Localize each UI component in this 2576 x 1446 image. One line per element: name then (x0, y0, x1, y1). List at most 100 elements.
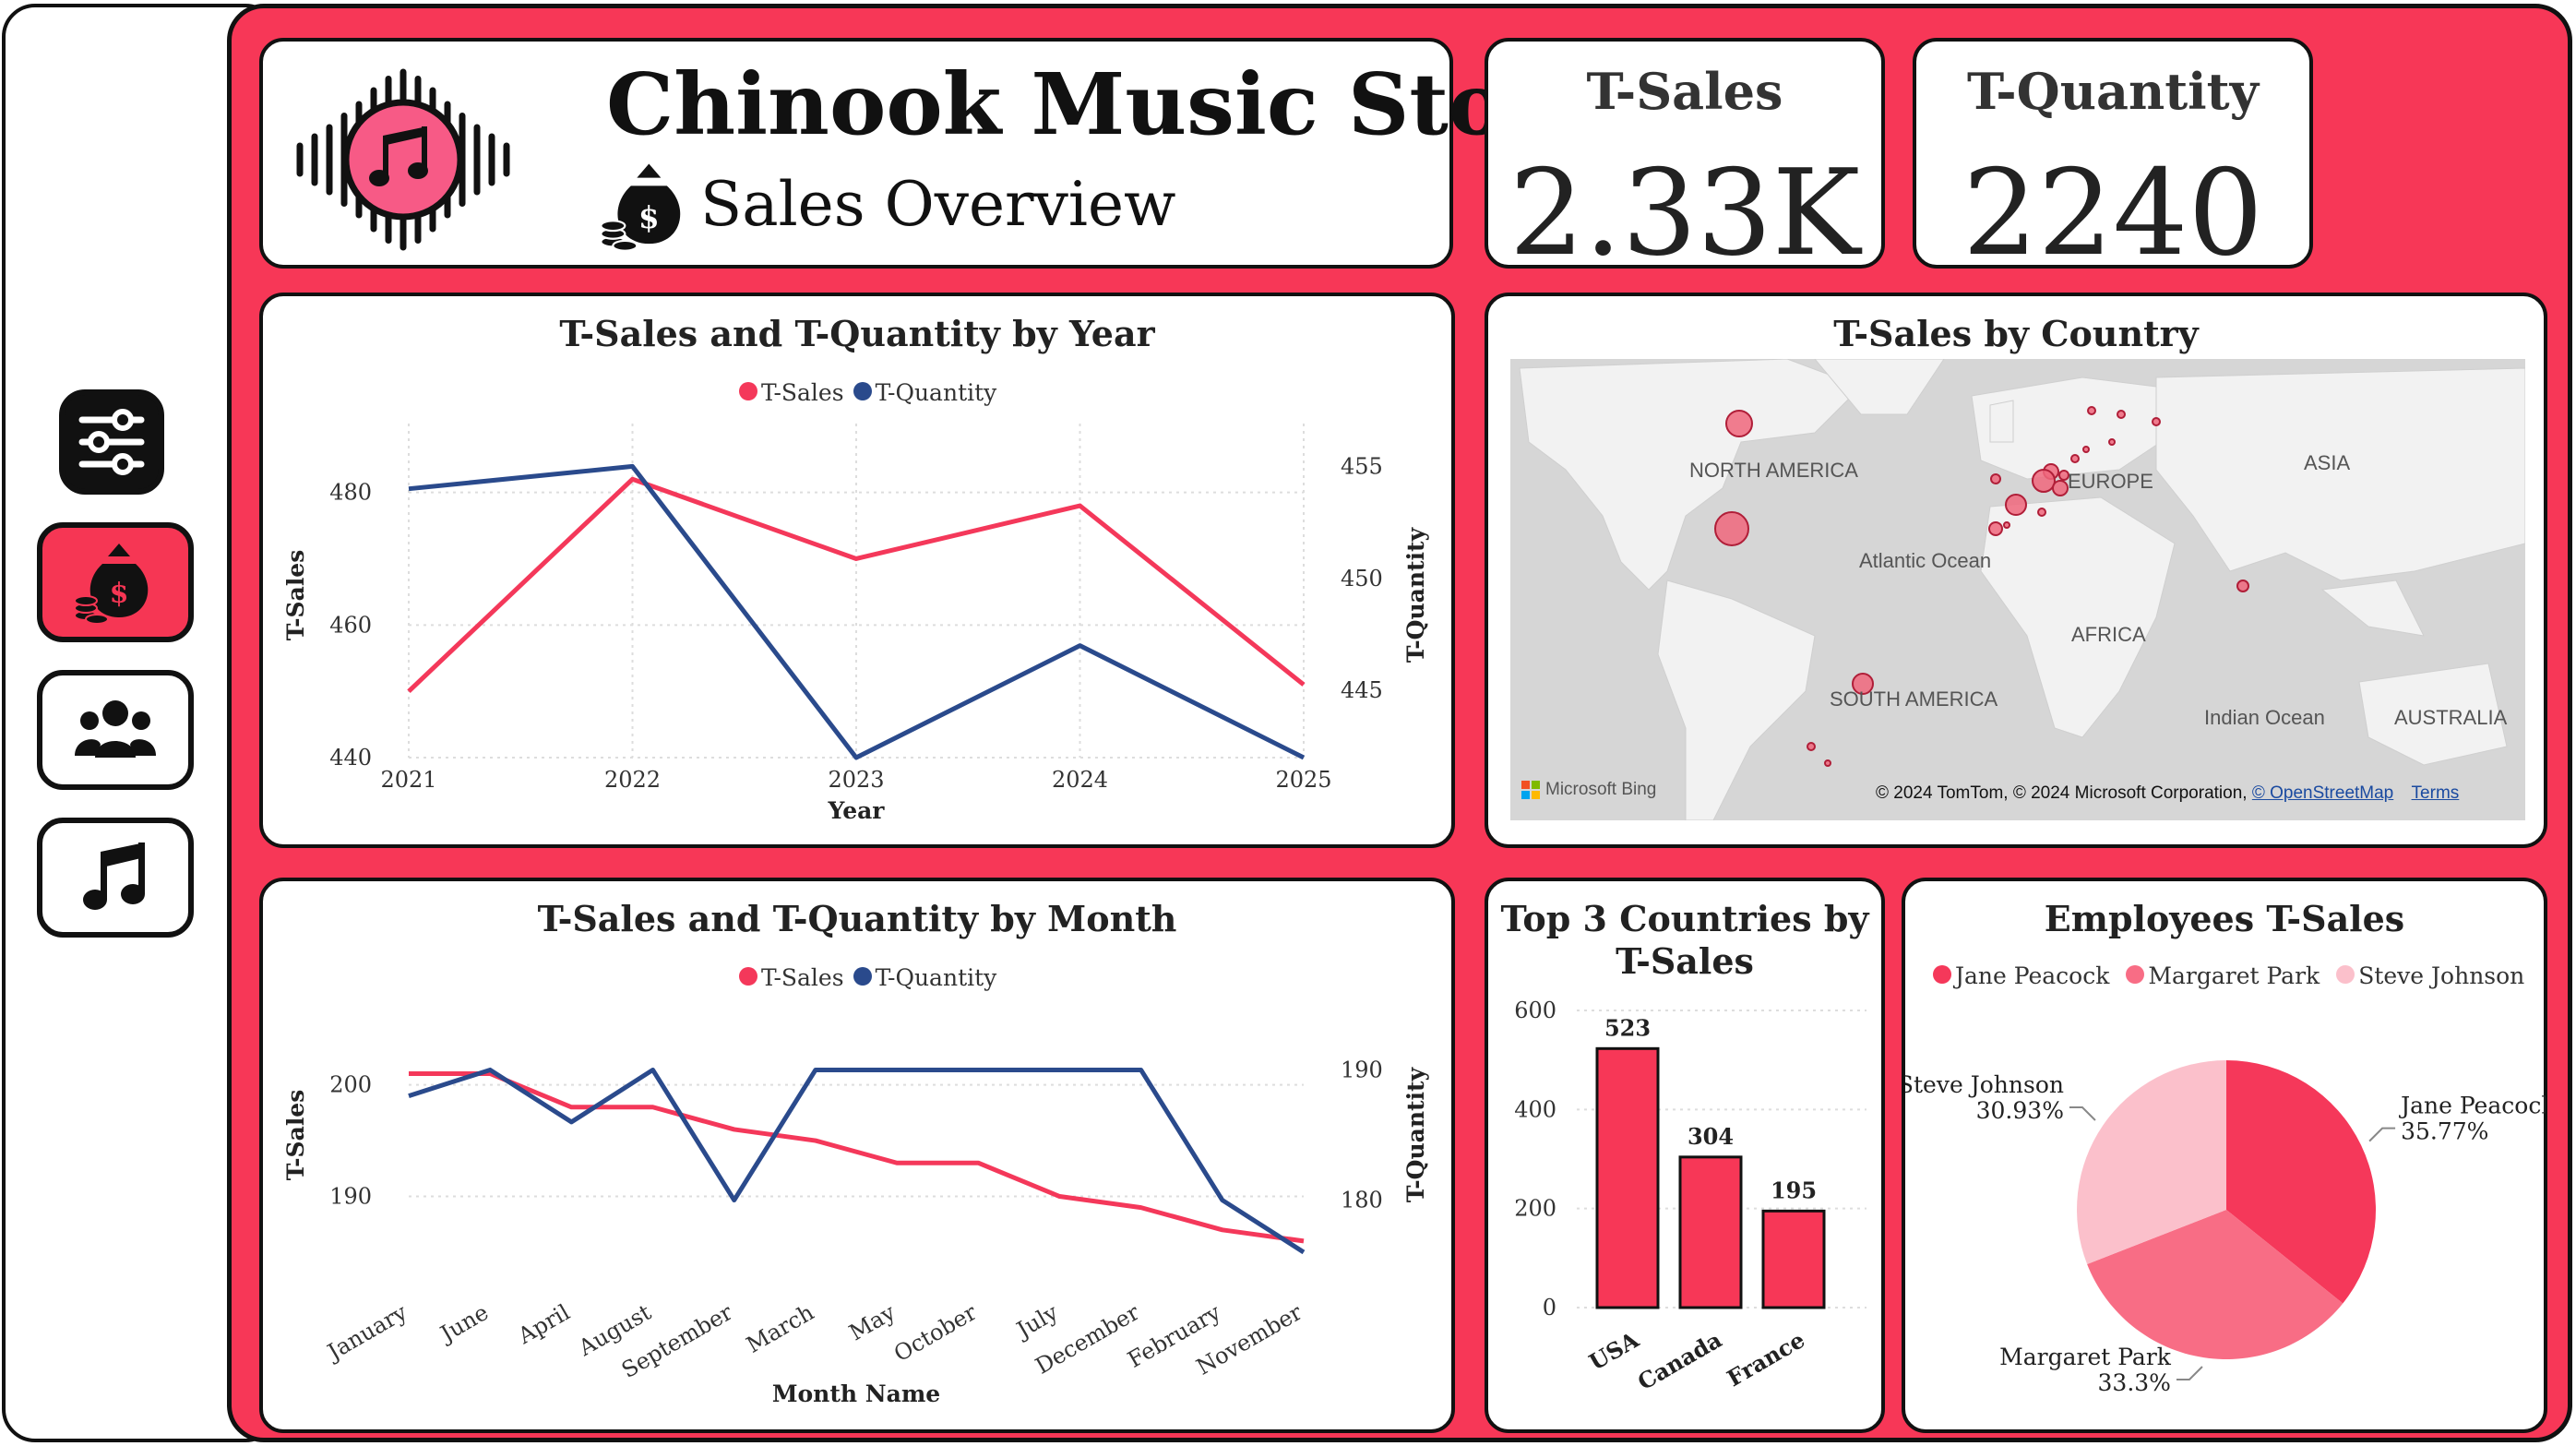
kpi-value: 2240 (1962, 145, 2263, 282)
bing-text: Microsoft Bing (1545, 780, 1657, 799)
map-bubble (2052, 480, 2069, 496)
map-bubble (1990, 473, 2001, 484)
y2-tick-label: 190 (1341, 1057, 1383, 1082)
map-label: AUSTRALIA (2394, 706, 2508, 729)
x-tick-label: Canada (1633, 1326, 1726, 1395)
header-card: Chinook Music Store $ Sales Overview (259, 38, 1604, 269)
terms-link[interactable]: Terms (2411, 783, 2460, 803)
map-bubble (1988, 521, 2003, 536)
map-bubble (1714, 511, 1749, 546)
legend-item: Margaret Park (2126, 962, 2320, 989)
sales-nav-button[interactable]: $ (37, 522, 194, 642)
music-store-logo-icon (296, 68, 510, 251)
map-bubble (2108, 438, 2116, 446)
x-tick-label: 2024 (1052, 767, 1108, 793)
employees-nav-button[interactable] (37, 670, 194, 790)
pie-slice (2087, 1210, 2343, 1359)
filters-button[interactable] (59, 389, 164, 495)
x-tick-label: January (321, 1299, 412, 1367)
map-bubble (2032, 469, 2056, 493)
kpi-label: T-Sales (1586, 62, 1783, 121)
y-axis-label: T-Sales (282, 1090, 309, 1181)
chart-title: T-Sales by Country (1833, 313, 2199, 354)
page-subtitle: Sales Overview (700, 169, 1176, 240)
map-bubble (2087, 406, 2096, 415)
osm-link[interactable]: © OpenStreetMap (2251, 783, 2394, 803)
x-tick-label: 2021 (380, 767, 436, 793)
map-bubble (2082, 446, 2090, 453)
kpi-value: 2.33K (1509, 145, 1861, 282)
world-map[interactable]: NORTH AMERICA EUROPE ASIA Atlantic Ocean… (1510, 359, 2525, 820)
pie-label: Jane Peacock (2398, 1093, 2546, 1119)
x-tick-label: April (513, 1299, 574, 1350)
pie-value-label: 35.77% (2401, 1118, 2488, 1145)
y-tick-label: 400 (1514, 1096, 1556, 1122)
y-tick-label: 480 (329, 480, 372, 506)
chart-title: Top 3 Countries by (1500, 898, 1869, 939)
x-tick-label: 2023 (828, 767, 884, 793)
y2-tick-label: 445 (1341, 677, 1383, 703)
chart-legend: T-Sales T-Quantity (739, 964, 996, 991)
map-bubble (2117, 410, 2126, 419)
employees-card: Employees T-Sales Jane Peacock Margaret P… (1902, 878, 2547, 1433)
map-label: EUROPE (2068, 470, 2153, 493)
map-bubble (1824, 759, 1831, 767)
map-bubble (2003, 521, 2010, 529)
x-axis-label: Year (828, 797, 886, 824)
copyright-text: © 2024 TomTom, © 2024 Microsoft Corporat… (1876, 783, 2252, 803)
y-axis-label: T-Sales (282, 550, 309, 641)
year-chart-card: T-Sales and T-Quantity by Year T-Sales T… (259, 293, 1455, 848)
top3-bar-chart: 0 200 400 600 523 USA 304 Canada 195 France (1514, 998, 1866, 1395)
svg-text:$: $ (110, 578, 129, 610)
pie-slice (2077, 1060, 2226, 1264)
bing-logo: Microsoft Bing (1521, 780, 1656, 800)
map-label: Indian Ocean (2204, 706, 2325, 729)
map-bubble (2037, 508, 2046, 517)
x-tick-label: USA (1584, 1326, 1643, 1376)
map-bubble (2058, 470, 2069, 481)
series-line-t-sales (407, 476, 1306, 693)
map-bubble (2152, 417, 2161, 426)
x-tick-label: May (845, 1299, 900, 1346)
pie-legend: Jane Peacock Margaret Park Steve Johnson (1933, 962, 2524, 989)
pie-label: Steve Johnson (1905, 1071, 2064, 1098)
music-nav-button[interactable] (37, 818, 194, 938)
map-bubble (1807, 742, 1816, 751)
y2-tick-label: 455 (1341, 453, 1383, 479)
page-title: Chinook Music Store (606, 54, 1604, 154)
chart-title: T-Sales and T-Quantity by Year (559, 313, 1155, 354)
map-card: T-Sales by Country (1485, 293, 2547, 848)
pie-leader-line (2069, 1106, 2096, 1121)
y-tick-label: 190 (329, 1184, 372, 1210)
bar (1761, 1209, 1826, 1309)
legend-item: Steve Johnson (2336, 962, 2524, 989)
y2-axis-label: T-Quantity (1402, 526, 1429, 663)
svg-text:$: $ (638, 199, 660, 235)
map-bubbles (1714, 406, 2249, 767)
bar-value-label: 523 (1604, 1014, 1651, 1041)
x-tick-label: 2025 (1275, 767, 1331, 793)
bar-value-label: 304 (1688, 1123, 1734, 1150)
chart-title: T-Sales (1616, 940, 1754, 982)
map-bubble (1725, 410, 1753, 437)
y-tick-label: 440 (329, 745, 372, 771)
kpi-card-quantity: T-Quantity 2240 (1913, 38, 2313, 282)
y-tick-label: 0 (1543, 1295, 1556, 1321)
legend-item: Jane Peacock (1933, 962, 2109, 989)
map-bubble (2070, 454, 2080, 463)
x-axis-label: Month Name (772, 1380, 940, 1407)
x-tick-label: July (1010, 1299, 1063, 1344)
microsoft-logo-icon (1521, 781, 1540, 799)
map-attribution: © 2024 TomTom, © 2024 Microsoft Corporat… (1876, 783, 2459, 804)
dashboard-canvas: Chinook Music Store $ Sales Overview T-S… (227, 4, 2572, 1442)
filters-icon (78, 409, 145, 475)
legend-item: T-Quantity (875, 379, 997, 406)
money-bag-icon: $ (74, 544, 149, 625)
y-tick-label: 200 (1514, 1196, 1556, 1222)
y-tick-label: 460 (329, 612, 372, 638)
pie-value-label: 33.3% (2098, 1369, 2171, 1396)
map-label: AFRICA (2071, 623, 2146, 646)
map-label: Atlantic Ocean (1859, 549, 1992, 572)
map-bubble (2236, 580, 2249, 592)
month-chart-card: T-Sales and T-Quantity by Month T-Sales … (259, 878, 1455, 1433)
